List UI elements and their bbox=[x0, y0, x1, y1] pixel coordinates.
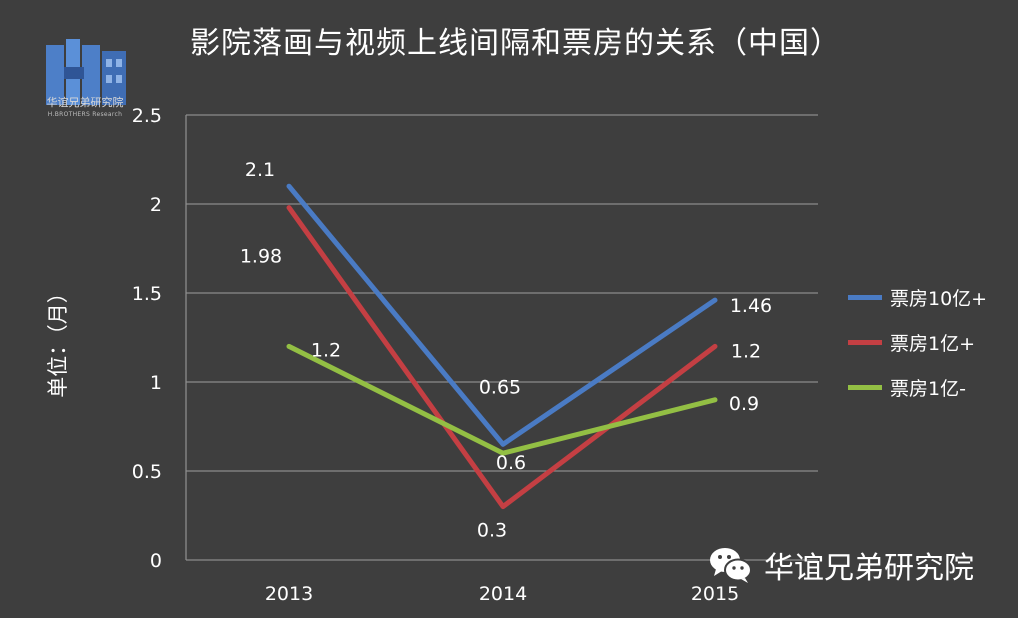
x-tick-label: 2014 bbox=[479, 583, 527, 605]
series-line bbox=[286, 183, 718, 447]
wechat-watermark: 华谊兄弟研究院 bbox=[708, 540, 1008, 590]
logo-subtitle: H.BROTHERS Research bbox=[47, 111, 123, 118]
y-tick-label: 1.5 bbox=[132, 283, 162, 305]
data-label: 1.2 bbox=[731, 340, 761, 362]
y-tick-label: 2.5 bbox=[132, 105, 162, 127]
data-label: 2.1 bbox=[245, 159, 275, 181]
wechat-icon bbox=[710, 548, 752, 583]
series-line bbox=[286, 205, 718, 510]
legend-item: 票房10亿+ bbox=[848, 284, 1018, 310]
company-logo-icon bbox=[46, 39, 126, 105]
legend-item: 票房1亿+ bbox=[848, 329, 1018, 355]
x-tick-label: 2015 bbox=[691, 583, 739, 605]
y-tick-label: 0 bbox=[150, 550, 162, 572]
series-line bbox=[286, 343, 718, 456]
chart-legend: 票房10亿+ 票房1亿+ 票房1亿- bbox=[848, 284, 1018, 419]
legend-swatch bbox=[848, 339, 882, 345]
legend-item: 票房1亿- bbox=[848, 374, 1018, 400]
y-axis-label: 单位：（月） bbox=[46, 282, 70, 398]
data-label: 0.3 bbox=[477, 520, 507, 542]
legend-label: 票房1亿+ bbox=[890, 332, 976, 355]
data-label: 1.98 bbox=[240, 246, 282, 268]
data-label: 0.9 bbox=[729, 393, 759, 415]
logo-name: 华谊兄弟研究院 bbox=[46, 96, 124, 109]
data-label: 0.6 bbox=[496, 452, 526, 474]
data-label: 1.46 bbox=[730, 295, 772, 317]
y-tick-label: 2 bbox=[150, 194, 162, 216]
legend-swatch bbox=[848, 384, 882, 390]
x-tick-label: 2013 bbox=[265, 583, 313, 605]
y-tick-label: 0.5 bbox=[132, 461, 162, 483]
legend-label: 票房1亿- bbox=[890, 377, 966, 400]
data-label: 0.65 bbox=[479, 376, 521, 398]
watermark-text: 华谊兄弟研究院 bbox=[764, 551, 974, 586]
y-tick-label: 1 bbox=[150, 372, 162, 394]
legend-label: 票房10亿+ bbox=[890, 287, 988, 310]
data-label: 1.2 bbox=[311, 339, 341, 361]
chart-title: 影院落画与视频上线间隔和票房的关系（中国） bbox=[190, 26, 841, 61]
legend-swatch bbox=[848, 294, 882, 300]
